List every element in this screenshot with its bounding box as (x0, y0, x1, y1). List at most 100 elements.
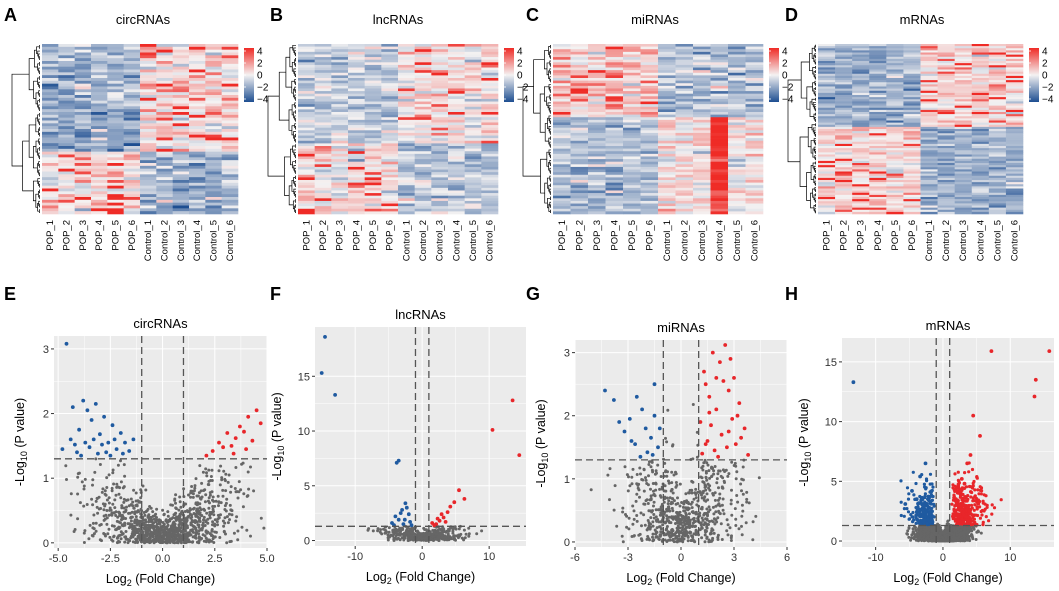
heatmap-cell (640, 187, 659, 191)
point-not-significant (189, 528, 193, 532)
heatmap-cell (988, 186, 1007, 189)
dendrogram-branch (812, 162, 816, 169)
heatmap-cell (623, 125, 641, 128)
heatmap-cell (988, 169, 1007, 172)
heatmap-cell (605, 122, 624, 126)
heatmap-cell (852, 84, 870, 87)
colorbar-tick-label: 2 (782, 59, 788, 70)
heatmap-cell (414, 119, 432, 123)
heatmap-cell (58, 191, 75, 195)
heatmap-cell (414, 59, 432, 63)
point-upregulated (254, 408, 259, 413)
heatmap-cell (107, 171, 124, 175)
colorbar-tick-label: −2 (257, 83, 269, 94)
point-not-significant (105, 486, 109, 489)
point-not-significant (149, 533, 153, 537)
heatmap-cell (710, 146, 729, 149)
heatmap-cell (658, 143, 676, 147)
heatmap-cell (869, 82, 887, 85)
dendrogram-branch (295, 144, 296, 148)
point-not-significant (235, 490, 239, 494)
heatmap-cell (189, 199, 206, 203)
heatmap-cell (348, 182, 365, 186)
heatmap-cell (156, 100, 173, 104)
heatmap-cell (835, 186, 853, 189)
heatmap-cell (693, 146, 711, 149)
point-not-significant (144, 534, 148, 538)
panel-label: F (270, 284, 281, 304)
dendrogram-branch (39, 155, 40, 160)
heatmap-cell (107, 199, 124, 203)
heatmap-cell (1005, 167, 1024, 170)
heatmap-cell (364, 112, 382, 115)
heatmap-cell (710, 140, 729, 144)
heatmap-cell (42, 174, 59, 178)
heatmap-cell (91, 171, 108, 175)
heatmap-cell (640, 180, 659, 183)
dendrogram-branch (807, 126, 812, 148)
point-not-significant (262, 526, 266, 530)
heatmap-cell (988, 135, 1007, 138)
heatmap-cell (886, 139, 904, 143)
heatmap-cell (675, 101, 694, 105)
heatmap-cell (693, 203, 711, 207)
heatmap-cell (570, 208, 589, 212)
heatmap-cell (364, 114, 382, 118)
heatmap-cell (693, 109, 711, 113)
heatmap-cell (42, 137, 59, 141)
heatmap-cell (728, 156, 746, 160)
dendrogram-branch (35, 117, 39, 133)
heatmap-cell (869, 44, 887, 47)
heatmap-cell (123, 185, 141, 189)
heatmap-cell (570, 49, 589, 53)
heatmap-cell (107, 83, 124, 87)
dendrogram-branch (292, 145, 296, 153)
heatmap-cell (623, 109, 641, 113)
heatmap-cell (414, 106, 432, 110)
heatmap-cell (398, 195, 415, 199)
dendrogram-branch (813, 71, 816, 77)
heatmap-cell (570, 51, 589, 55)
heatmap-cell (298, 193, 315, 196)
heatmap-cell (464, 72, 482, 76)
heatmap-cell (331, 80, 349, 84)
heatmap-cell (156, 165, 173, 169)
heatmap-cell (553, 122, 571, 126)
heatmap-cell (91, 160, 108, 164)
heatmap-cell (954, 95, 973, 98)
heatmap-cell (123, 86, 141, 90)
heatmap-cell (693, 185, 711, 189)
heatmap-cell (971, 146, 990, 149)
heatmap-cell (172, 63, 190, 67)
point-upregulated (204, 453, 209, 458)
heatmap-cell (954, 209, 973, 213)
panel-label: E (4, 284, 16, 304)
heatmap-cell (954, 150, 973, 153)
heatmap-cell (835, 209, 853, 213)
heatmap-cell (364, 180, 382, 183)
heatmap-cell (58, 157, 75, 161)
heatmap-cell (869, 180, 887, 183)
dendrogram-branch (37, 63, 40, 71)
heatmap-cell (221, 182, 239, 186)
heatmap-cell (123, 131, 141, 135)
heatmap-cell (988, 58, 1007, 62)
heatmap-cell (658, 125, 676, 128)
heatmap-cell (314, 203, 332, 207)
heatmap-cell (835, 156, 853, 160)
dendrogram-branch (290, 148, 293, 166)
heatmap-cell (835, 105, 853, 109)
heatmap-cell (74, 100, 92, 104)
heatmap-cell (570, 114, 589, 118)
point-not-significant (190, 485, 194, 488)
dendrogram-branch (812, 188, 815, 198)
point-not-significant (126, 537, 129, 541)
heatmap-cell (398, 106, 415, 110)
heatmap-cell (464, 88, 482, 92)
heatmap-cell (140, 112, 157, 116)
point-not-significant (222, 524, 226, 528)
heatmap-cell (903, 201, 921, 204)
dendrogram-branch (292, 161, 296, 169)
heatmap-cell (414, 190, 432, 194)
heatmap-cell (431, 153, 449, 157)
